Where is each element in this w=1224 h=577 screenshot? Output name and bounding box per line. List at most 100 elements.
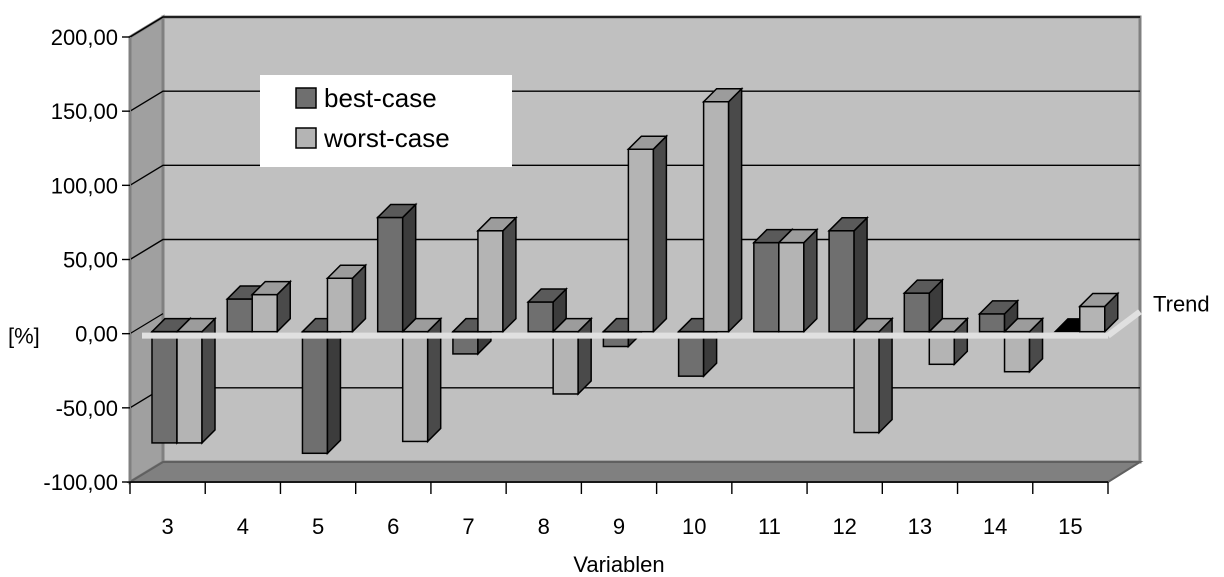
bar-front bbox=[151, 330, 178, 444]
legend: best-case worst-case bbox=[260, 75, 512, 167]
gridline bbox=[129, 164, 1140, 186]
y-tick-label: 100,00 bbox=[51, 173, 118, 198]
gridline bbox=[129, 90, 1140, 112]
bars bbox=[150, 86, 1120, 456]
x-tick-label: 15 bbox=[1058, 514, 1082, 539]
bar-front bbox=[376, 216, 404, 333]
bar-worst-case-8 bbox=[551, 316, 593, 396]
bar-side bbox=[727, 86, 743, 334]
y-tick-label: -50,00 bbox=[56, 396, 118, 421]
bar-side bbox=[853, 215, 868, 334]
bar-worst-case-14 bbox=[1002, 316, 1045, 374]
bar-top bbox=[250, 280, 293, 296]
legend-swatch bbox=[295, 87, 317, 109]
bar-top bbox=[777, 228, 819, 244]
x-axis-title: Variablen bbox=[573, 552, 664, 577]
bar-top bbox=[927, 317, 970, 333]
bar-top bbox=[626, 135, 669, 150]
bar-front bbox=[627, 148, 655, 333]
x-tick-label: 4 bbox=[237, 514, 249, 539]
bar-side bbox=[803, 227, 818, 334]
bar-worst-case-12 bbox=[852, 316, 894, 435]
bar-top bbox=[325, 264, 368, 280]
bar-front bbox=[702, 101, 730, 333]
bar-side bbox=[652, 134, 668, 334]
bar-top bbox=[1077, 292, 1120, 308]
x-tick-label: 7 bbox=[462, 514, 474, 539]
bar-worst-case-11 bbox=[777, 227, 819, 334]
floor bbox=[126, 461, 1144, 483]
bar-top bbox=[977, 300, 1020, 315]
legend-label: best-case bbox=[324, 83, 437, 113]
bar-worst-case-9 bbox=[626, 134, 669, 334]
x-tick-label: 14 bbox=[983, 514, 1007, 539]
bar-best-case-13 bbox=[902, 278, 945, 334]
y-tick-label: 0,00 bbox=[75, 322, 118, 347]
bar-top bbox=[852, 317, 894, 333]
bar-top bbox=[526, 288, 568, 303]
bar-side bbox=[502, 215, 517, 334]
bar-front bbox=[753, 241, 780, 333]
bar-front bbox=[1079, 305, 1106, 333]
bar-worst-case-15 bbox=[1077, 291, 1120, 334]
bar-front bbox=[176, 330, 203, 444]
zero-line-side bbox=[129, 313, 164, 335]
bar-worst-case-10 bbox=[701, 86, 744, 334]
x-tick-label: 3 bbox=[161, 514, 173, 539]
x-axis: 3 4 5 6 7 8 9 10 11 12 13 14 15 Variablen bbox=[129, 481, 1109, 577]
bar-best-case-5 bbox=[300, 316, 343, 456]
y-axis: 200,00 150,00 100,00 50,00 0,00 -50,00 -100,00… bbox=[8, 25, 131, 495]
bar-worst-case-13 bbox=[927, 316, 970, 367]
bar-worst-case-7 bbox=[476, 215, 518, 334]
x-tick-label: 8 bbox=[538, 514, 550, 539]
bar-top bbox=[902, 279, 945, 294]
y-tick-label: -100,00 bbox=[43, 470, 118, 495]
bar-top bbox=[827, 217, 869, 232]
bar-front bbox=[401, 330, 429, 443]
bar-best-case-6 bbox=[375, 202, 418, 334]
x-tick-label: 13 bbox=[908, 514, 932, 539]
bar-side bbox=[401, 202, 417, 334]
bar-worst-case-3 bbox=[175, 316, 217, 445]
bar-front bbox=[778, 241, 805, 333]
bar-front bbox=[326, 277, 354, 333]
x-tick-label: 9 bbox=[613, 514, 625, 539]
legend-label: worst-case bbox=[323, 123, 450, 153]
bar-front bbox=[251, 293, 278, 333]
bar-top bbox=[175, 317, 217, 333]
bar-worst-case-4 bbox=[250, 279, 293, 334]
legend-swatch bbox=[295, 127, 317, 149]
bar-top bbox=[400, 317, 443, 333]
zero-line: Trend bbox=[129, 292, 1210, 339]
x-tick-label: 6 bbox=[387, 514, 399, 539]
y-axis-title: [%] bbox=[8, 324, 40, 349]
bar-top bbox=[551, 317, 593, 333]
x-tick-label: 12 bbox=[832, 514, 856, 539]
bar-front bbox=[226, 298, 253, 333]
bar-front bbox=[828, 230, 855, 333]
bar-front bbox=[527, 301, 554, 333]
y-tick-label: 150,00 bbox=[51, 99, 118, 124]
bar-front bbox=[301, 330, 329, 455]
x-tick-label: 11 bbox=[758, 514, 781, 539]
bar-top bbox=[1002, 317, 1045, 333]
y-tick-label: 200,00 bbox=[51, 25, 118, 50]
bar-front bbox=[978, 313, 1006, 333]
bar-side bbox=[326, 316, 342, 456]
bar-best-case-12 bbox=[827, 215, 869, 334]
x-tick-label: 5 bbox=[312, 514, 324, 539]
bar-front bbox=[477, 230, 504, 333]
bar-top bbox=[476, 217, 518, 232]
bar-front bbox=[552, 330, 579, 395]
bar-top bbox=[701, 88, 744, 103]
y-tick-label: 50,00 bbox=[63, 248, 118, 273]
bar-worst-case-5 bbox=[325, 263, 368, 334]
bar-top bbox=[375, 203, 418, 219]
gridline bbox=[129, 16, 1140, 38]
bar-front bbox=[903, 292, 931, 333]
trend-label: Trend bbox=[1153, 292, 1210, 317]
bar-front bbox=[853, 330, 880, 434]
zero-line-diag bbox=[1106, 309, 1142, 339]
